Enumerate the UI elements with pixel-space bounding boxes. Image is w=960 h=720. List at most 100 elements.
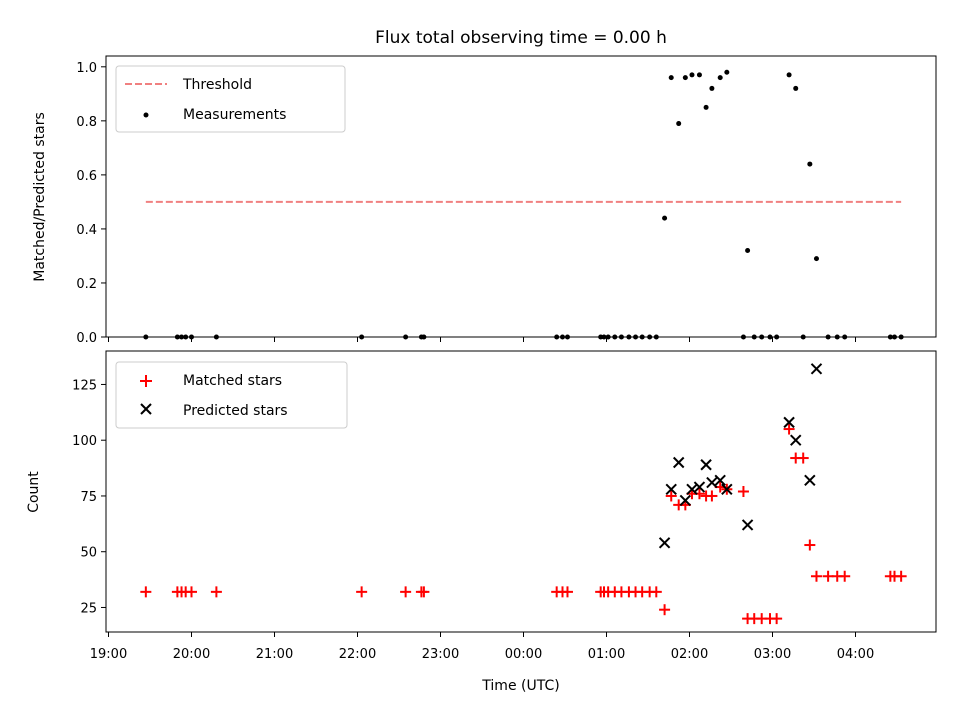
matched-star-point bbox=[797, 452, 809, 464]
x-tick-label: 21:00 bbox=[256, 647, 293, 662]
predicted-star-point bbox=[672, 456, 685, 469]
measurement-point bbox=[793, 85, 799, 91]
bottom-y-tick-label: 100 bbox=[72, 434, 97, 449]
measurement-point bbox=[759, 334, 765, 340]
predicted-star-point bbox=[741, 519, 754, 531]
x-tick-label: 02:00 bbox=[671, 647, 708, 662]
bottom-y-axis-label: Count bbox=[26, 471, 42, 513]
measurement-point bbox=[825, 334, 831, 340]
measurement-points bbox=[143, 69, 904, 340]
measurement-point bbox=[696, 72, 702, 78]
bottom-y-tick-label: 75 bbox=[80, 490, 97, 505]
predicted-star-point bbox=[790, 434, 802, 446]
measurement-point bbox=[740, 334, 746, 340]
measurement-point bbox=[618, 334, 624, 340]
matched-star-point bbox=[185, 586, 197, 598]
x-tick-label: 04:00 bbox=[837, 647, 874, 662]
matched-star-point bbox=[804, 539, 816, 551]
measurement-point bbox=[813, 256, 819, 262]
measurement-point bbox=[676, 121, 682, 127]
predicted-star-point bbox=[783, 416, 795, 429]
top-y-tick-label: 1.0 bbox=[76, 61, 97, 76]
top-y-ticks: 0.0 0.2 0.4 0.6 0.8 1.0 bbox=[76, 61, 106, 346]
matched-star-point bbox=[210, 586, 222, 598]
matched-star-point bbox=[895, 570, 907, 582]
bottom-plot-frame bbox=[105, 350, 937, 633]
measurement-point bbox=[564, 334, 570, 340]
legend-threshold-label: Threshold bbox=[182, 77, 252, 93]
top-panel: 0.0 0.2 0.4 0.6 0.8 1.0 Matched/Predicted sta… bbox=[32, 55, 937, 346]
matched-star-point bbox=[400, 586, 412, 598]
predicted-star-point bbox=[804, 474, 816, 487]
bottom-x-ticks: 19:00 20:00 21:00 22:00 23:00 00:00 01:00 02:00… bbox=[90, 632, 874, 662]
measurement-point bbox=[421, 334, 427, 340]
matched-star-point bbox=[650, 586, 662, 598]
measurement-point bbox=[662, 215, 668, 221]
x-tick-label: 00:00 bbox=[505, 647, 542, 662]
chart-title: Flux total observing time = 0.00 h bbox=[375, 28, 667, 48]
top-x-ticks bbox=[107, 337, 856, 342]
measurement-point bbox=[682, 75, 688, 81]
matched-star-point bbox=[839, 570, 851, 582]
predicted-star-point bbox=[706, 476, 718, 489]
matched-star-point bbox=[771, 613, 783, 625]
measurement-point bbox=[786, 72, 792, 78]
measurement-point bbox=[653, 334, 659, 340]
bottom-legend: Matched stars Predicted stars bbox=[115, 361, 348, 429]
x-tick-label: 20:00 bbox=[173, 647, 210, 662]
measurement-point bbox=[626, 334, 632, 340]
x-tick-label: 01:00 bbox=[588, 647, 625, 662]
measurement-point bbox=[174, 334, 180, 340]
measurement-point bbox=[724, 69, 730, 75]
count-points bbox=[140, 363, 907, 625]
x-tick-label: 03:00 bbox=[754, 647, 791, 662]
x-tick-label: 19:00 bbox=[90, 647, 127, 662]
measurement-point bbox=[807, 161, 813, 167]
predicted-star-point bbox=[686, 483, 698, 495]
legend-matched-label: Matched stars bbox=[183, 373, 282, 389]
matched-star-point bbox=[737, 486, 749, 497]
measurement-point bbox=[359, 334, 365, 340]
x-tick-label: 23:00 bbox=[422, 647, 459, 662]
measurement-point bbox=[745, 248, 751, 254]
legend-measurements-label: Measurements bbox=[183, 107, 286, 123]
matched-star-point bbox=[418, 586, 430, 598]
measurement-point bbox=[179, 334, 185, 340]
top-y-tick-label: 0.6 bbox=[76, 169, 97, 184]
measurement-point bbox=[800, 334, 806, 340]
predicted-star-point bbox=[721, 483, 733, 495]
x-axis-label: Time (UTC) bbox=[481, 678, 559, 694]
measurement-point bbox=[834, 334, 840, 340]
top-y-tick-label: 0.2 bbox=[76, 277, 97, 292]
top-legend: Threshold Measurements bbox=[115, 65, 346, 133]
measurement-point bbox=[213, 334, 219, 340]
matched-star-point bbox=[665, 490, 677, 502]
measurement-point bbox=[601, 334, 607, 340]
measurement-point bbox=[717, 75, 723, 81]
measurement-point bbox=[767, 334, 773, 340]
measurement-point bbox=[898, 334, 904, 340]
measurement-point bbox=[639, 334, 645, 340]
top-plot-frame bbox=[105, 55, 937, 338]
bottom-y-tick-label: 125 bbox=[72, 378, 97, 393]
legend-predicted-swatch bbox=[140, 403, 152, 415]
bottom-y-tick-label: 25 bbox=[80, 601, 97, 616]
predicted-star-point bbox=[700, 459, 712, 471]
measurement-point bbox=[647, 334, 653, 340]
top-y-tick-label: 0.4 bbox=[76, 223, 97, 238]
matched-star-point bbox=[783, 423, 795, 435]
measurement-point bbox=[633, 334, 639, 340]
top-legend-box bbox=[115, 65, 346, 133]
predicted-star-point bbox=[810, 363, 823, 375]
measurement-point bbox=[689, 72, 695, 78]
matched-star-point bbox=[140, 586, 152, 598]
matched-star-point bbox=[706, 490, 718, 502]
bottom-y-ticks: 25 50 75 100 125 bbox=[72, 378, 106, 616]
measurement-point bbox=[774, 334, 780, 340]
matched-star-point bbox=[810, 570, 822, 582]
measurement-point bbox=[560, 334, 565, 340]
top-y-axis-label: Matched/Predicted stars bbox=[32, 112, 48, 282]
measurement-point bbox=[668, 75, 674, 81]
predicted-star-point bbox=[679, 494, 692, 507]
